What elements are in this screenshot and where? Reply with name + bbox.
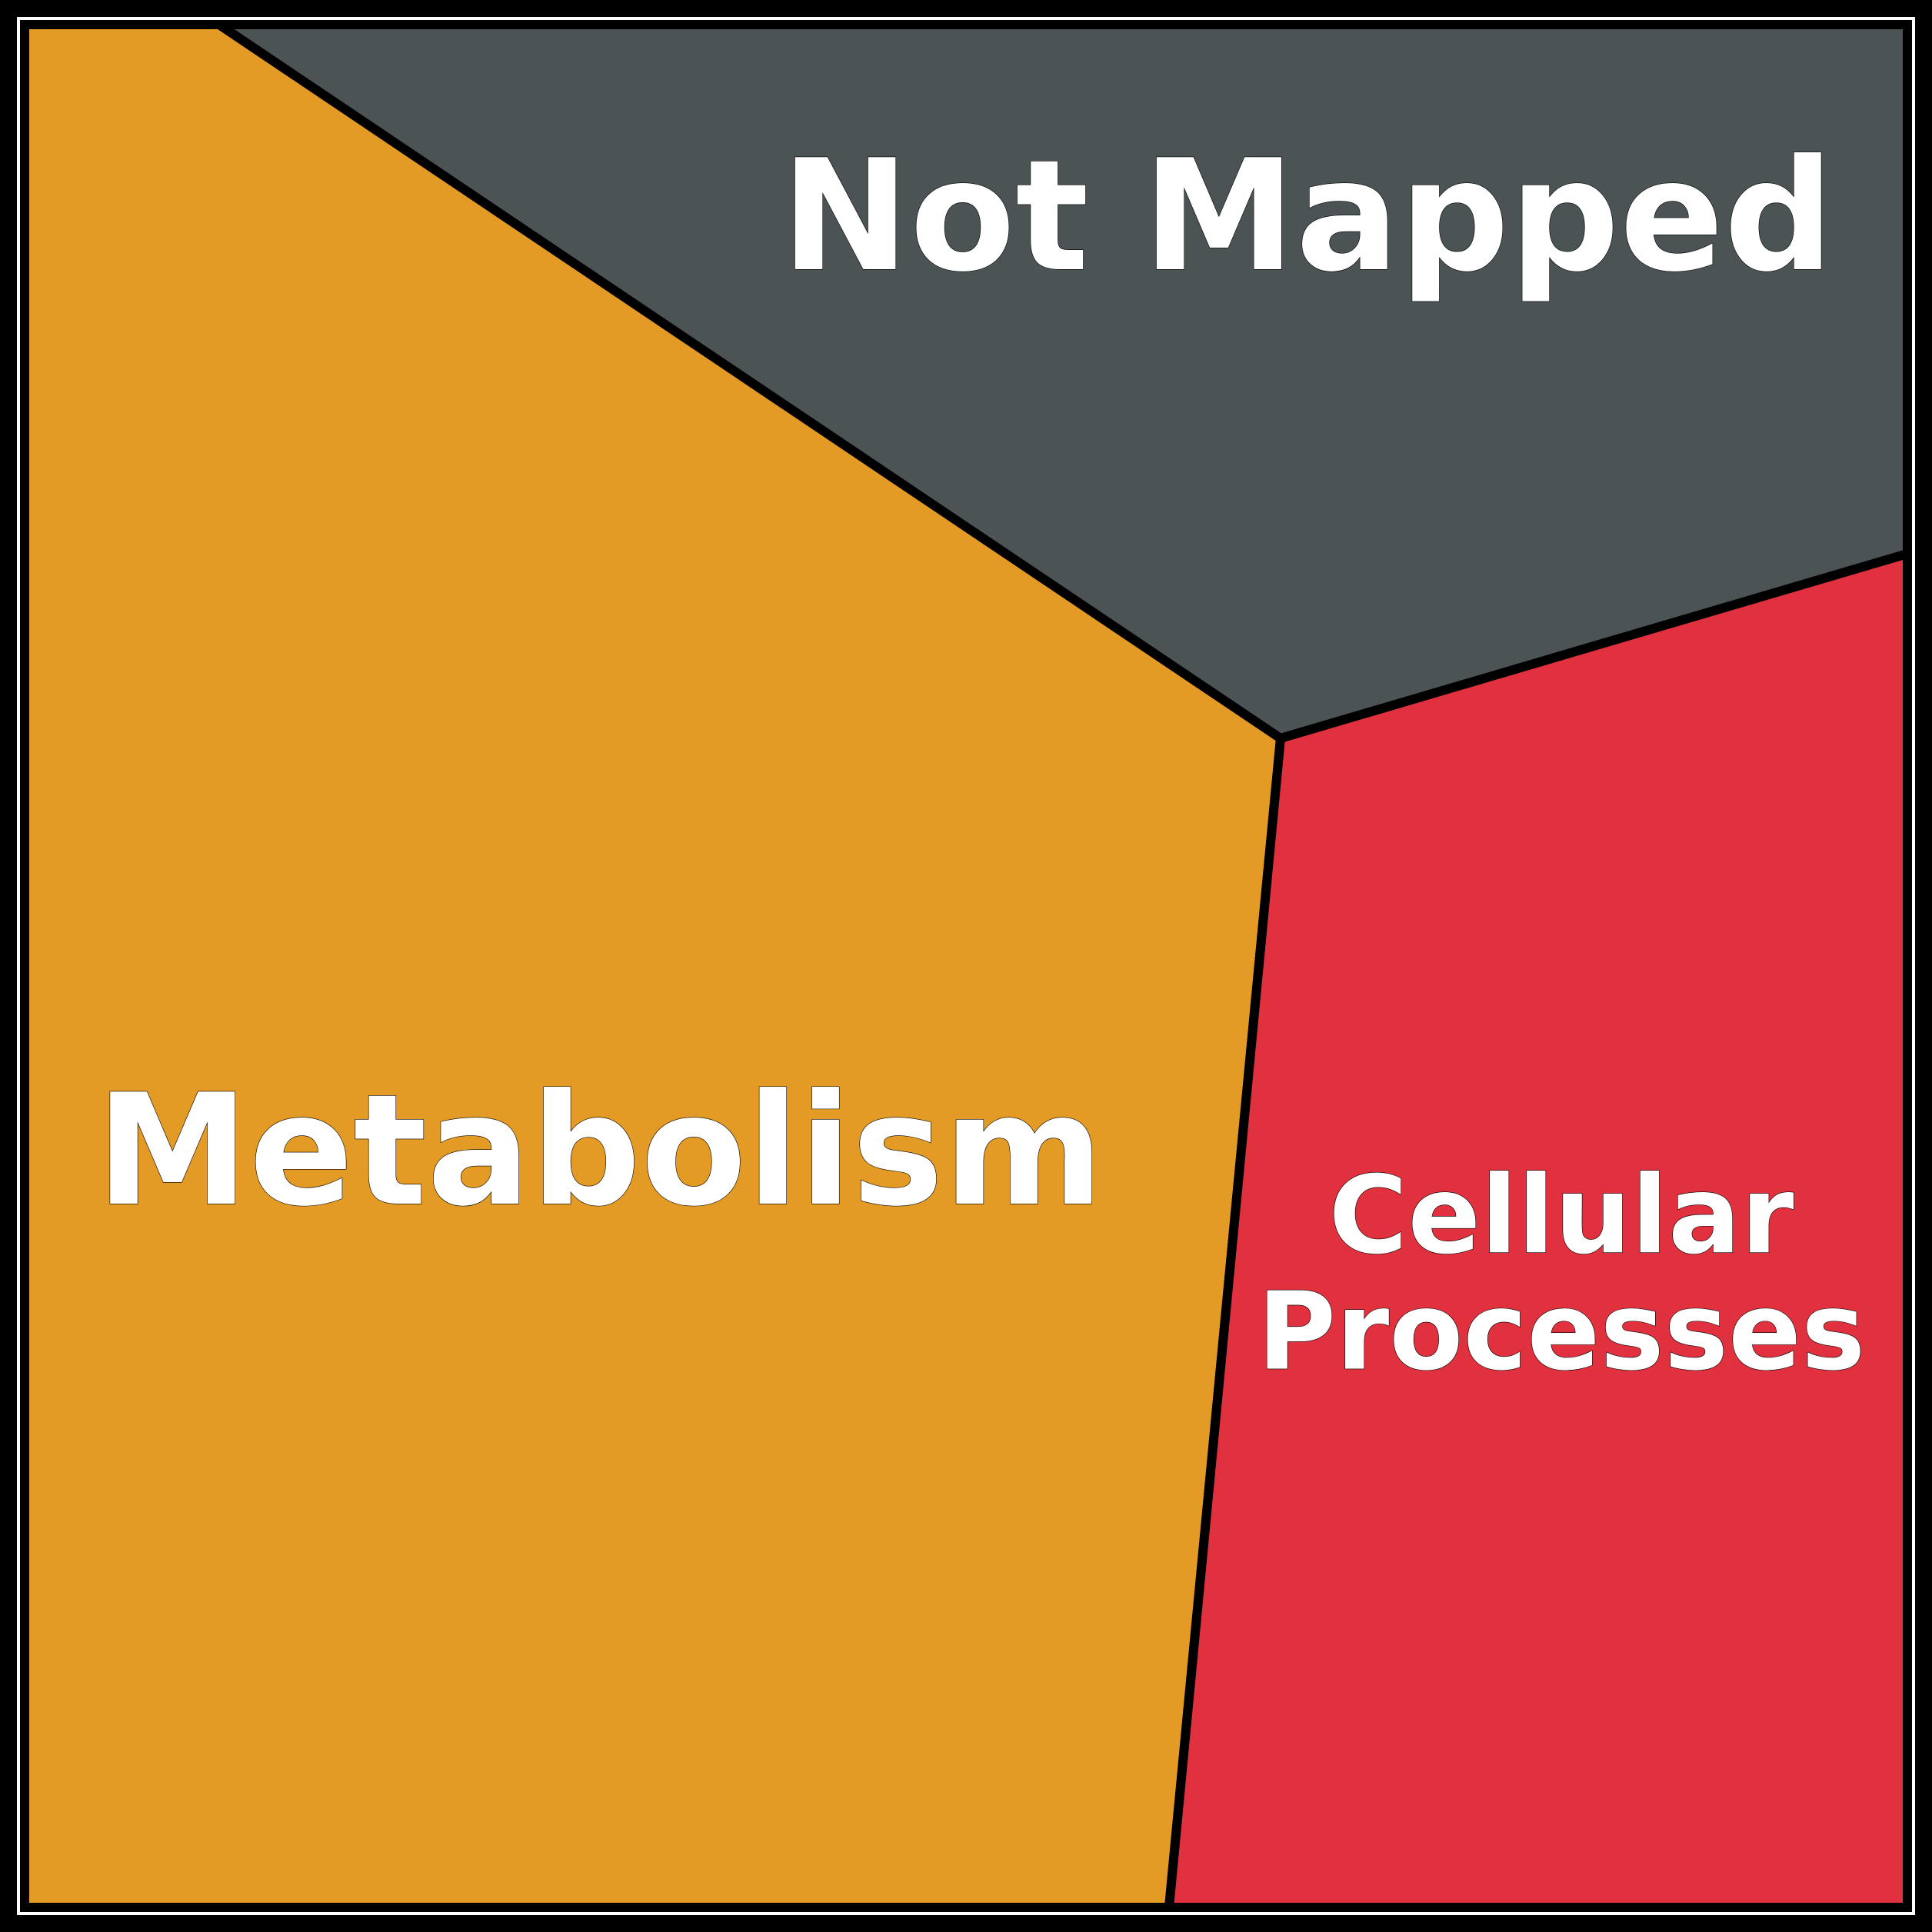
region-label-metabolism: Metabolism bbox=[96, 1061, 1104, 1241]
region-label-cellular_processes: CellularProcesses bbox=[1257, 1153, 1866, 1394]
region-label-not_mapped: Not Mapped bbox=[781, 127, 1834, 306]
voronoi-treemap: Metabolism Not Mapped CellularProcesses bbox=[0, 0, 1932, 1932]
regions-group bbox=[25, 25, 1907, 1907]
